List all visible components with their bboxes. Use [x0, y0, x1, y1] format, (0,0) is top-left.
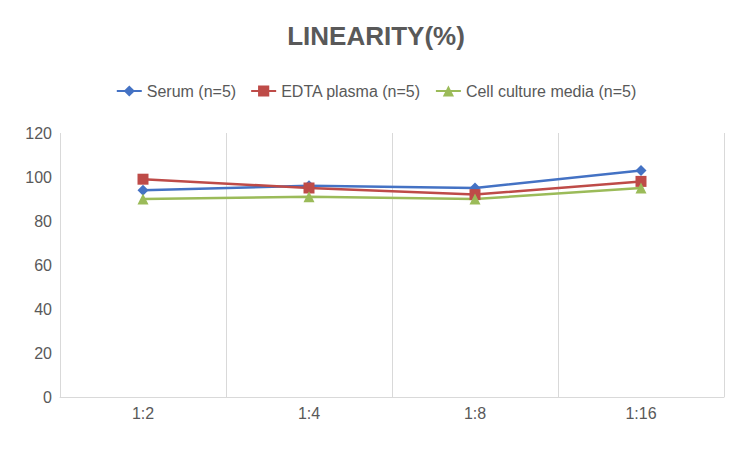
svg-text:Serum (n=5): Serum (n=5)	[147, 83, 236, 100]
svg-text:0: 0	[43, 389, 52, 406]
svg-text:100: 100	[25, 169, 52, 186]
svg-text:EDTA plasma (n=5): EDTA plasma (n=5)	[281, 83, 420, 100]
svg-text:80: 80	[34, 213, 52, 230]
svg-text:1:16: 1:16	[625, 405, 656, 422]
svg-text:40: 40	[34, 301, 52, 318]
svg-text:1:8: 1:8	[464, 405, 486, 422]
svg-text:20: 20	[34, 345, 52, 362]
svg-text:LINEARITY(%): LINEARITY(%)	[287, 21, 465, 51]
svg-text:Cell culture media (n=5): Cell culture media (n=5)	[466, 83, 636, 100]
svg-text:1:2: 1:2	[132, 405, 154, 422]
svg-text:1:4: 1:4	[298, 405, 320, 422]
svg-text:60: 60	[34, 257, 52, 274]
svg-text:120: 120	[25, 125, 52, 142]
